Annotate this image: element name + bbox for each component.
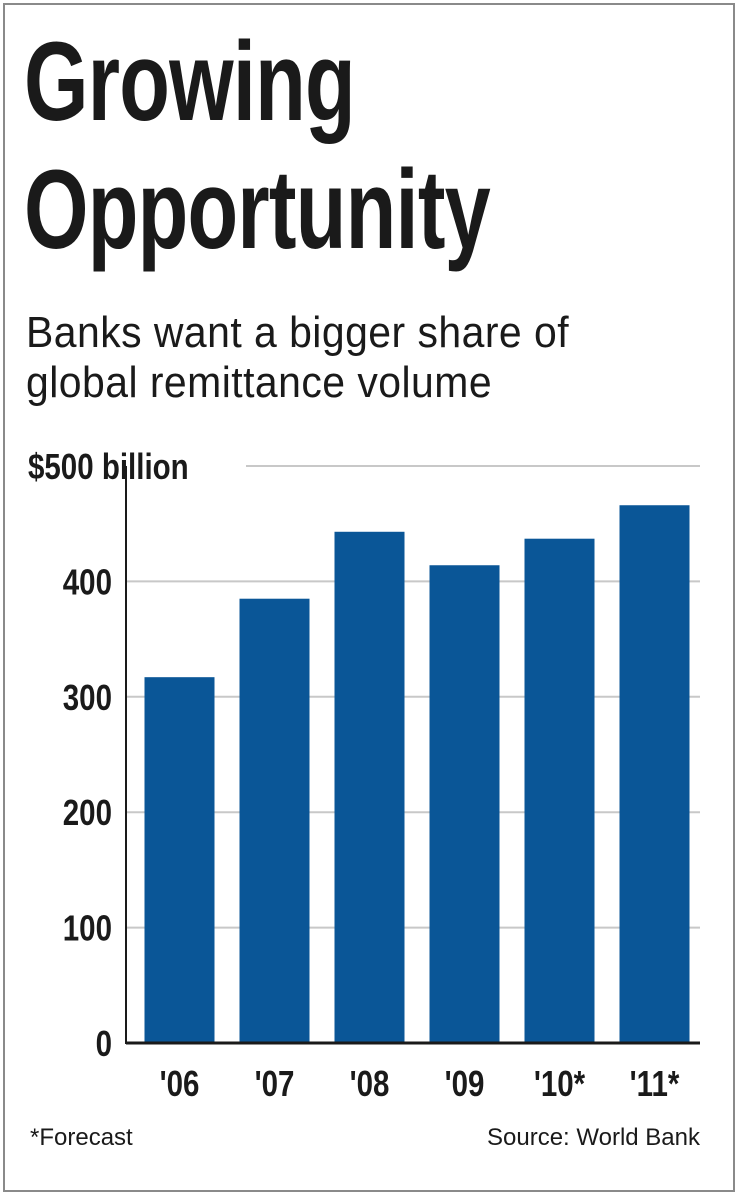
x-tick-label-1: '07 — [255, 1063, 295, 1103]
bar-0 — [144, 677, 215, 1043]
source-credit: Source: World Bank — [487, 1124, 700, 1151]
y-tick-label-100: 100 — [63, 908, 112, 948]
labels: 0 100 200 300 400 $500 billion '06 '07 '08 '09 '10… — [28, 446, 680, 1103]
chart-subtitle-line-2: global remittance volume — [26, 358, 493, 407]
bar-4 — [524, 538, 595, 1043]
y-tick-label-300: 300 — [63, 677, 112, 717]
x-tick-label-4: '10* — [534, 1063, 585, 1103]
y-tick-label-500: $500 billion — [28, 446, 189, 486]
axes — [125, 466, 700, 1045]
footnote: *Forecast — [30, 1124, 133, 1151]
x-tick-label-3: '09 — [445, 1063, 485, 1103]
x-tick-label-5: '11* — [630, 1063, 680, 1103]
gridlines — [126, 465, 700, 929]
bar-5 — [619, 505, 690, 1044]
y-tick-label-0: 0 — [96, 1023, 112, 1063]
bar-2 — [334, 531, 405, 1043]
y-tick-label-400: 400 — [63, 562, 112, 602]
chart-title: Growing Opportunity — [24, 18, 491, 274]
y-tick-label-200: 200 — [63, 792, 112, 832]
chart-subtitle-line-1: Banks want a bigger share of — [26, 308, 570, 357]
x-tick-label-0: '06 — [160, 1063, 200, 1103]
x-tick-label-2: '08 — [350, 1063, 390, 1103]
bar-1 — [239, 598, 310, 1043]
bars — [144, 505, 690, 1044]
chart-title-line-2: Opportunity — [24, 147, 491, 272]
bar-3 — [429, 565, 500, 1043]
chart-subtitle: Banks want a bigger share of global remi… — [26, 308, 569, 408]
chart-title-line-1: Growing — [24, 19, 356, 144]
